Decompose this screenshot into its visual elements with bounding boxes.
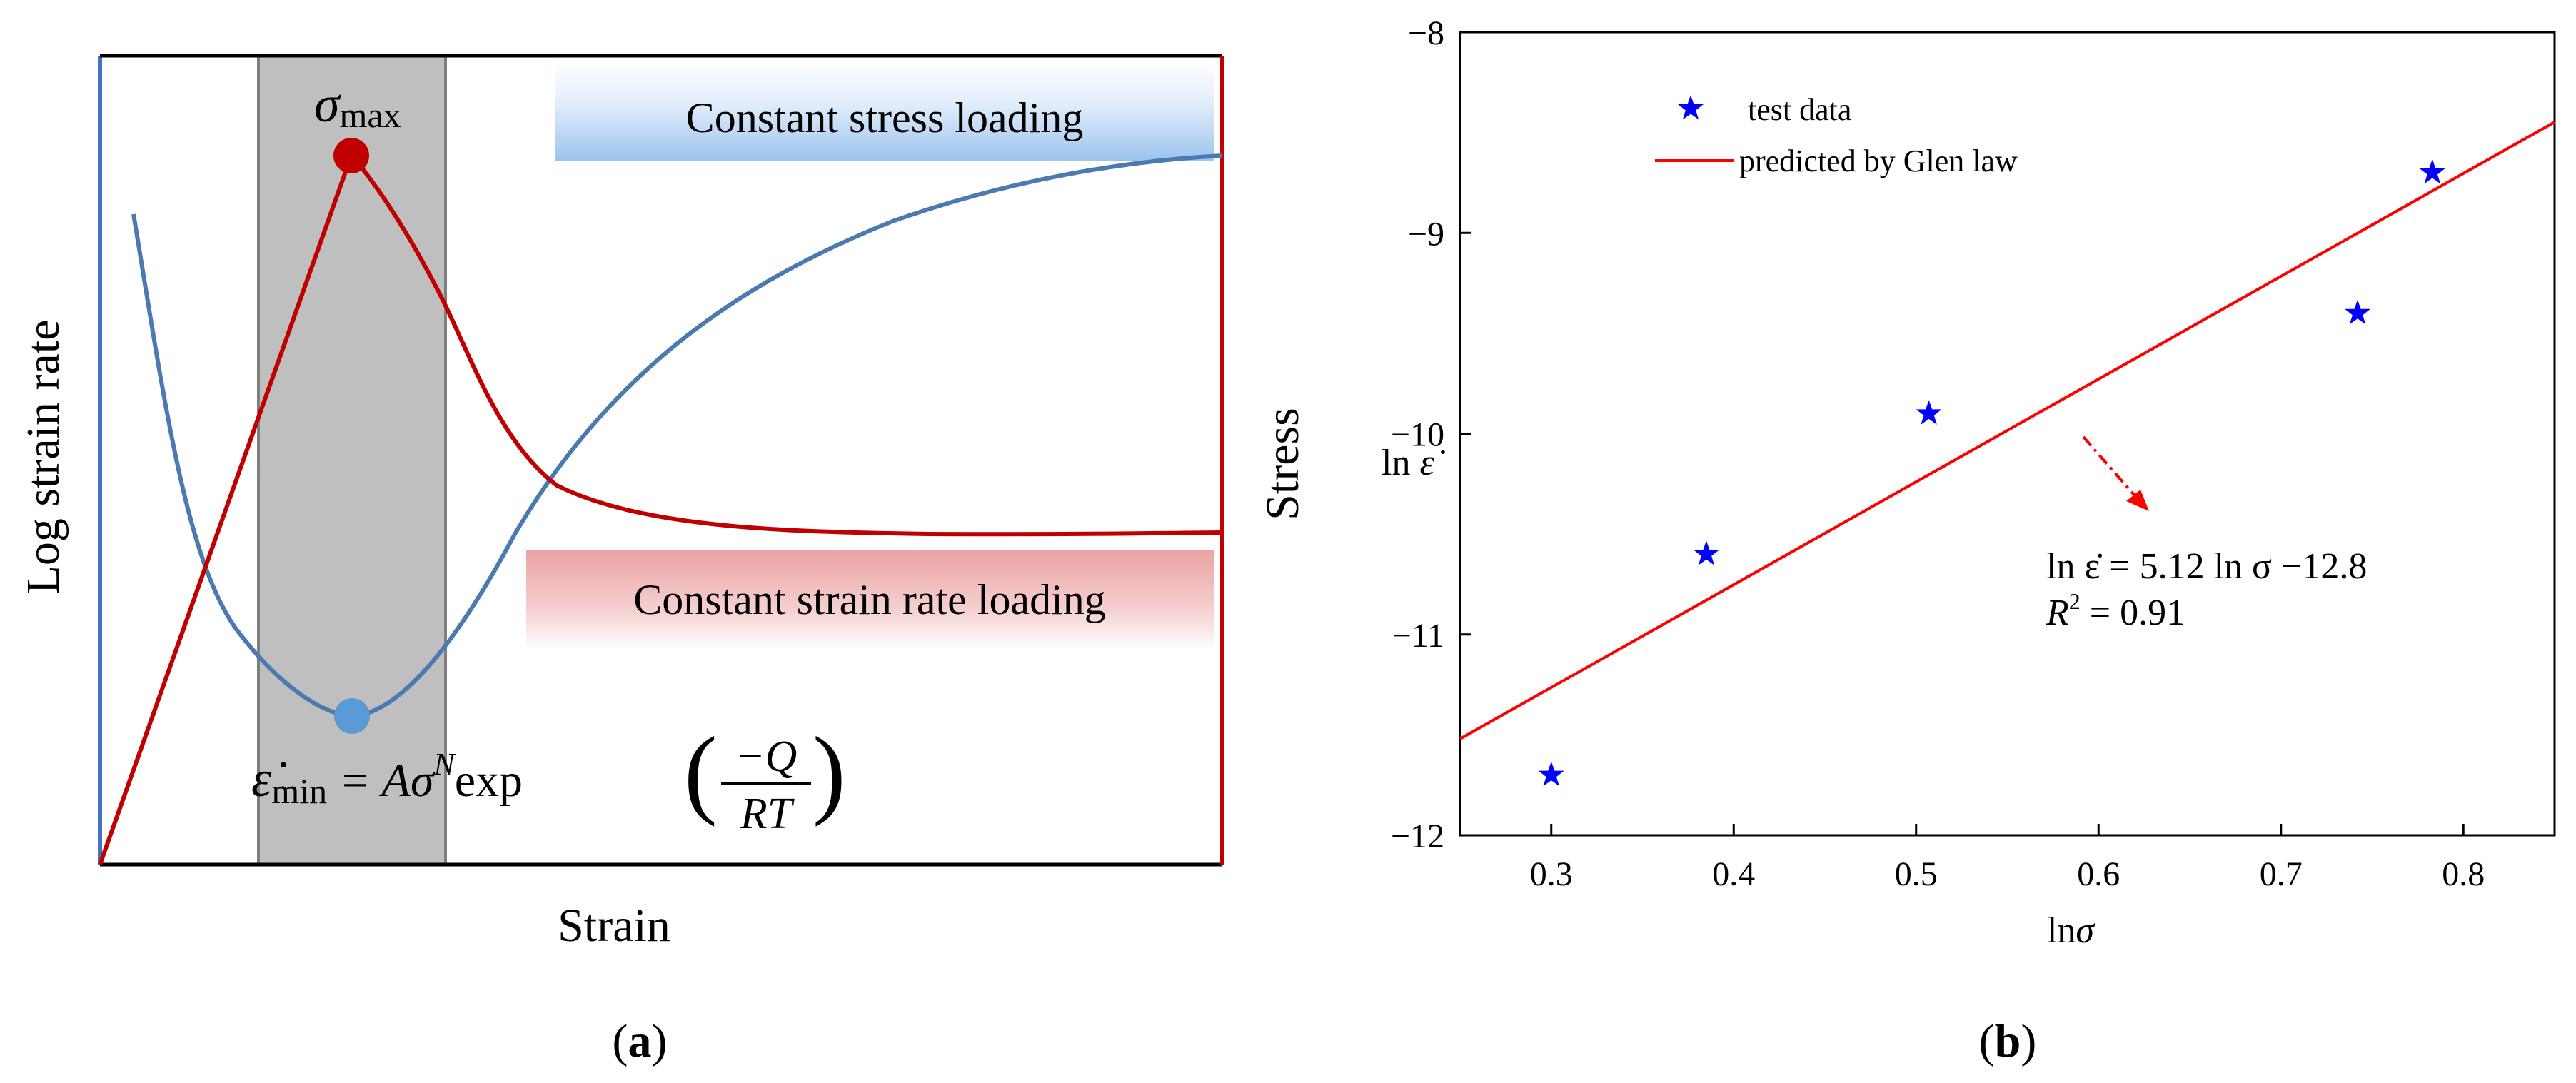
fit-equation: ln ε̇ = 5.12 ln σ −12.8 R2 = 0.91: [2046, 546, 2367, 633]
x-tick-label: 0.6: [2077, 855, 2120, 893]
caption-b: (b): [1979, 1015, 2037, 1067]
legend-label-fit: predicted by Glen law: [1739, 143, 2018, 178]
label-strain-rate-loading: Constant strain rate loading: [633, 576, 1106, 623]
x-axis-label-ln-sigma: lnσ: [2047, 910, 2095, 951]
test-data-point: [1538, 761, 1564, 787]
fit-equation-line1: ln ε̇ = 5.12 ln σ −12.8: [2046, 546, 2367, 587]
legend-star-marker: [1678, 95, 1704, 120]
x-tick-label: 0.5: [1895, 855, 1938, 893]
svg-text:−Q: −Q: [735, 732, 798, 781]
stress-loading-label-bg: [555, 61, 1214, 161]
x-tick-label: 0.3: [1530, 855, 1573, 893]
legend-label-test-data: test data: [1748, 92, 1851, 127]
annotation-arrow: [2082, 435, 2149, 511]
x-axis-label-strain: Strain: [558, 900, 670, 952]
sigma-max-marker: [333, 138, 369, 173]
y-tick-label: −11: [1392, 617, 1444, 655]
strain-rate-curve: [131, 153, 1223, 719]
svg-text:ε̇min = AσNexp: ε̇min = AσNexp: [251, 747, 523, 811]
test-data-point: [1916, 400, 1942, 425]
y-tick-label: −9: [1408, 215, 1444, 253]
svg-text:): ): [812, 717, 846, 827]
y-axis-label-log-strain-rate: Log strain rate: [17, 320, 69, 595]
y-tick-label: −12: [1391, 817, 1444, 855]
svg-text:(: (: [684, 717, 718, 827]
fit-line: [1459, 121, 2555, 740]
sigma-max-label: σmax: [314, 76, 401, 135]
x-tick-label: 0.4: [1712, 855, 1755, 893]
fit-equation-line2: R2 = 0.91: [2046, 588, 2185, 633]
label-stress-loading: Constant stress loading: [686, 94, 1084, 141]
stress-curve: [98, 151, 1223, 866]
y-tick-label: −10: [1391, 416, 1444, 454]
x-tick-label: 0.8: [2442, 855, 2485, 893]
panel-b-scatter-chart: 0.3 0.4 0.5 0.6 0.7 0.8 −12 −11 −10 −9 −8 test dat…: [1382, 14, 2556, 1067]
panel-a-schematic: Constant stress loading Constant strain …: [17, 54, 1309, 1067]
test-data-point: [2419, 158, 2445, 184]
strain-rate-loading-label-bg: [526, 550, 1214, 650]
x-tick-label: 0.7: [2260, 855, 2303, 893]
y-axis-label-stress: Stress: [1257, 408, 1309, 520]
legend: test data predicted by Glen law: [1655, 92, 2018, 178]
y-tick-label: −8: [1408, 14, 1444, 52]
gray-band: [257, 54, 447, 866]
svg-text:RT: RT: [740, 790, 795, 838]
test-data-point: [1693, 540, 1719, 565]
eps-min-marker: [334, 698, 370, 734]
data-points: [1538, 158, 2445, 787]
glen-law-fit-line: [1459, 121, 2555, 740]
axis-ticks: 0.3 0.4 0.5 0.6 0.7 0.8 −12 −11 −10 −9 −8: [1391, 14, 2485, 893]
caption-a: (a): [613, 1015, 668, 1067]
eps-min-equation: ε̇min = AσNexp ( −Q RT ): [251, 717, 846, 838]
test-data-point: [2345, 299, 2371, 325]
